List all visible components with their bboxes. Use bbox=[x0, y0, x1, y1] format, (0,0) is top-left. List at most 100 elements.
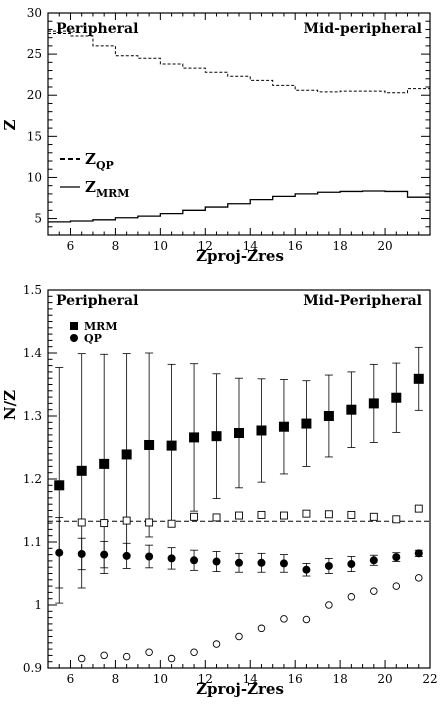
qp-point bbox=[324, 561, 333, 570]
series-zmrm-line bbox=[48, 190, 430, 223]
y-axis-label: Z bbox=[1, 119, 19, 130]
qp-open-point bbox=[257, 624, 266, 633]
qp-open-point bbox=[370, 587, 378, 595]
legend-zmrm-main: Z bbox=[85, 178, 96, 196]
mrm-open-point bbox=[324, 510, 333, 519]
mrm-open-point bbox=[145, 518, 154, 527]
annotation-peripheral: Peripheral bbox=[56, 21, 138, 37]
x-axis-label: Zproj-Zres bbox=[196, 680, 284, 698]
mrm-open-point bbox=[347, 510, 356, 519]
mrm-open-point bbox=[414, 504, 423, 513]
nz-panel: 6 8 10 12 14 16 18 20 22 0.9 1 1.1 1.2 1.3 1.4 1.5 Zproj… bbox=[1, 283, 438, 698]
annotation-mid-peripheral: Mid-Peripheral bbox=[303, 293, 422, 309]
mrm-open-point bbox=[212, 513, 221, 522]
y-tick-label: 1.5 bbox=[23, 283, 42, 297]
mrm-point bbox=[144, 439, 155, 450]
qp-point bbox=[369, 556, 378, 565]
legend-zmrm-label: ZMRM bbox=[85, 178, 129, 200]
x-tick-label: 20 bbox=[377, 239, 392, 253]
mrm-point bbox=[166, 440, 177, 451]
y-tick-label: 0.9 bbox=[23, 661, 42, 675]
qp-point bbox=[212, 557, 221, 566]
mrm-open-point bbox=[279, 511, 288, 520]
qp-point bbox=[77, 549, 86, 558]
x-tick-label: 16 bbox=[288, 239, 303, 253]
qp-point bbox=[279, 559, 288, 568]
mrm-point bbox=[323, 411, 334, 421]
y-axis-label: N/Z bbox=[1, 390, 19, 420]
x-tick-label: 16 bbox=[288, 672, 303, 686]
mrm-point bbox=[121, 449, 132, 460]
x-tick-label: 12 bbox=[198, 239, 213, 253]
qp-open-point bbox=[122, 652, 131, 661]
mrm-open-point bbox=[302, 509, 311, 518]
y-tick-label: 20 bbox=[27, 88, 42, 102]
mrm-open-point bbox=[257, 510, 266, 519]
qp-point bbox=[302, 565, 311, 574]
qp-point bbox=[257, 558, 266, 567]
mrm-open-point bbox=[392, 515, 401, 524]
mrm-point bbox=[256, 425, 267, 436]
x-tick-label: 6 bbox=[67, 672, 75, 686]
mrm-open-point bbox=[190, 512, 199, 521]
y-tick-label: 1.4 bbox=[23, 346, 42, 360]
mrm-point bbox=[346, 404, 357, 415]
mrm-point bbox=[99, 458, 110, 469]
legend-mrm-label: MRM bbox=[84, 320, 118, 333]
mrm-point bbox=[76, 465, 87, 476]
y-tick-label: 5 bbox=[34, 212, 42, 226]
y-tick-label: 30 bbox=[27, 6, 42, 20]
qp-open-point bbox=[280, 615, 288, 623]
qp-point bbox=[122, 551, 131, 560]
qp-point bbox=[414, 549, 423, 558]
series-zqp-line bbox=[48, 33, 430, 94]
x-tick-label: 10 bbox=[153, 672, 168, 686]
x-tick-label: 18 bbox=[332, 672, 347, 686]
mrm-point bbox=[189, 432, 200, 443]
qp-point bbox=[145, 552, 154, 561]
mrm-point bbox=[301, 418, 312, 429]
legend-qp-label: QP bbox=[84, 332, 102, 345]
mrm-open-point bbox=[235, 511, 243, 520]
plot-frame bbox=[47, 12, 431, 236]
legend-mrm-marker bbox=[70, 322, 78, 330]
x-tick-label: 22 bbox=[422, 672, 437, 686]
qp-open-point bbox=[77, 654, 86, 663]
x-tick-label: 14 bbox=[243, 672, 259, 686]
qp-open-point bbox=[392, 582, 401, 590]
mrm-point bbox=[211, 431, 222, 442]
qp-open-point bbox=[100, 651, 108, 660]
mrm-open-point bbox=[122, 516, 131, 525]
mrm-open-point bbox=[100, 519, 109, 528]
x-tick-label: 8 bbox=[112, 672, 120, 686]
qp-open-point bbox=[235, 632, 243, 641]
mrm-point bbox=[413, 373, 424, 384]
y-tick-label: 1 bbox=[34, 598, 42, 612]
legend-qp-marker bbox=[70, 334, 78, 342]
legend-zqp-main: Z bbox=[85, 150, 96, 168]
qp-open-point bbox=[190, 648, 198, 657]
x-tick-label: 6 bbox=[67, 239, 75, 253]
qp-open-point bbox=[302, 615, 311, 624]
qp-point bbox=[55, 548, 64, 557]
annotation-mid-peripheral: Mid-peripheral bbox=[304, 21, 422, 37]
x-axis-label: Zproj-Zres bbox=[196, 247, 284, 265]
qp-open-point bbox=[325, 601, 333, 609]
x-tick-label: 12 bbox=[198, 672, 213, 686]
legend-zqp-sub: QP bbox=[96, 159, 114, 172]
y-tick-label: 1.2 bbox=[23, 472, 42, 486]
mrm-open-point bbox=[77, 518, 86, 527]
qp-point bbox=[347, 560, 356, 569]
mrm-point bbox=[368, 398, 379, 409]
mrm-point bbox=[278, 421, 289, 432]
legend: ZQP ZMRM bbox=[60, 150, 129, 200]
qp-open-point bbox=[167, 654, 176, 663]
qp-point bbox=[190, 556, 199, 565]
qp-point bbox=[235, 558, 243, 567]
z-panel: 6 8 10 12 14 16 18 20 5 10 15 20 25 30 Zproj-Zres Z Peri… bbox=[1, 6, 431, 265]
qp-point bbox=[392, 553, 401, 562]
qp-point bbox=[167, 554, 176, 563]
x-tick-label: 14 bbox=[243, 239, 259, 253]
x-tick-label: 8 bbox=[112, 239, 120, 253]
y-tick-label: 10 bbox=[27, 170, 42, 184]
